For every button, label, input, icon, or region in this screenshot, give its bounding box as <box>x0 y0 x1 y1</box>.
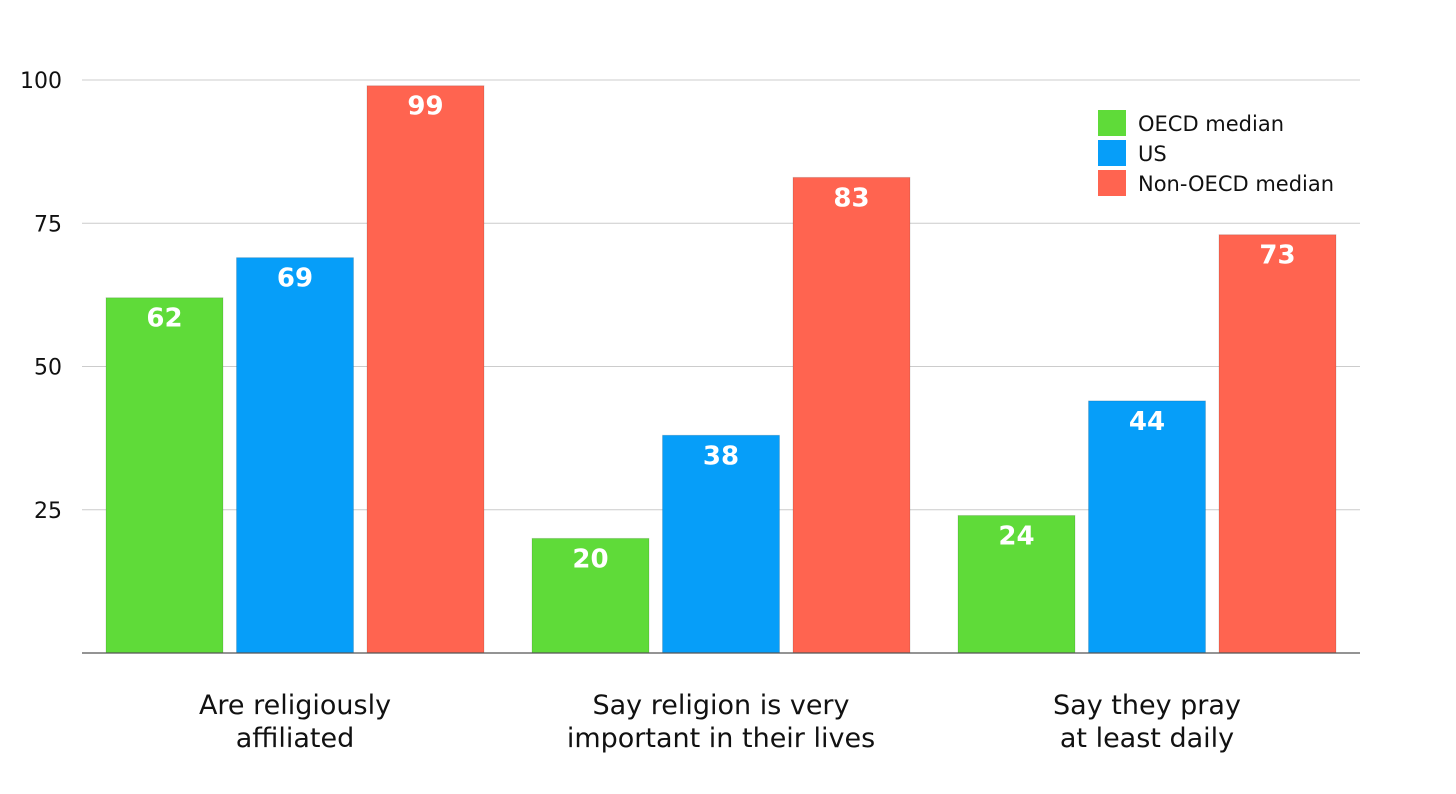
category-label-1-line-1: Are religiously <box>199 690 391 721</box>
y-tick-label-100: 100 <box>20 69 62 94</box>
data-label-non-oecd-median-group-1: 99 <box>407 92 443 122</box>
data-label-us-group-2: 38 <box>703 441 739 471</box>
legend-swatch-us <box>1098 140 1126 166</box>
bar-us-group-3 <box>1088 400 1206 654</box>
category-label-3-line-2: at least daily <box>1060 723 1234 754</box>
y-tick-label-75: 75 <box>34 212 62 237</box>
category-label-3-line-1: Say they pray <box>1053 690 1241 721</box>
bar-oecd-median-group-3 <box>957 514 1076 654</box>
data-label-us-group-3: 44 <box>1129 407 1165 437</box>
bar-non-oecd-median-group-3 <box>1218 234 1337 654</box>
category-label-2-line-2: important in their lives <box>567 723 875 754</box>
bar-value-labels: 62 69 99 20 38 83 24 44 73 <box>146 92 1295 575</box>
y-axis-tick-labels: 25 50 75 100 <box>20 69 62 524</box>
legend-label-non-oecd-median: Non-OECD median <box>1138 172 1334 196</box>
y-tick-label-25: 25 <box>34 499 62 524</box>
bar-oecd-median-group-1 <box>105 297 224 654</box>
data-label-oecd-median-group-3: 24 <box>998 521 1034 551</box>
data-label-us-group-1: 69 <box>277 264 313 294</box>
y-tick-label-50: 50 <box>34 356 62 381</box>
bar-us-group-1 <box>236 257 354 654</box>
data-label-non-oecd-median-group-2: 83 <box>833 183 869 213</box>
bar-non-oecd-median-group-1 <box>366 85 485 654</box>
data-label-non-oecd-median-group-3: 73 <box>1259 241 1295 271</box>
legend-label-us: US <box>1138 142 1167 166</box>
bars <box>105 85 1337 654</box>
legend: OECD median US Non-OECD median <box>1098 110 1334 196</box>
bar-non-oecd-median-group-2 <box>792 176 911 654</box>
data-label-oecd-median-group-1: 62 <box>146 304 182 334</box>
category-label-2-line-1: Say religion is very <box>592 690 849 721</box>
legend-swatch-non-oecd-median <box>1098 170 1126 196</box>
data-label-oecd-median-group-2: 20 <box>572 544 608 574</box>
category-label-1-line-2: affiliated <box>236 723 355 754</box>
legend-swatch-oecd-median <box>1098 110 1126 136</box>
bar-oecd-median-group-2 <box>531 537 650 654</box>
legend-label-oecd-median: OECD median <box>1138 112 1284 136</box>
